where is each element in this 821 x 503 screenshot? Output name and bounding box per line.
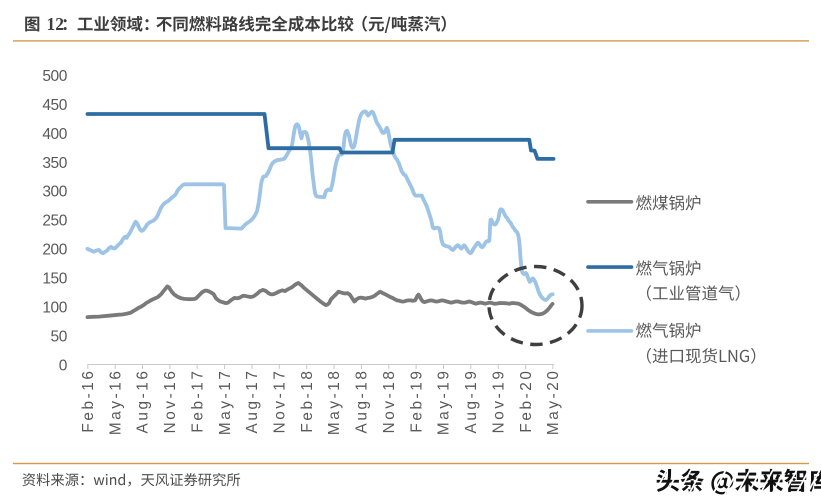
svg-text:150: 150: [42, 271, 67, 288]
svg-text:May-19: May-19: [436, 369, 453, 436]
svg-text:50: 50: [51, 328, 68, 345]
svg-text:300: 300: [42, 184, 67, 201]
svg-text:Aug-16: Aug-16: [135, 369, 152, 434]
svg-text:0: 0: [59, 357, 68, 374]
svg-text:100: 100: [42, 299, 67, 316]
svg-text:250: 250: [42, 213, 67, 230]
svg-text:12: 12: [47, 14, 65, 34]
svg-text:Nov-19: Nov-19: [490, 369, 507, 434]
svg-text:May-17: May-17: [217, 369, 234, 436]
svg-text:Nov-17: Nov-17: [272, 369, 289, 434]
svg-text:Feb-18: Feb-18: [299, 369, 316, 433]
svg-text:Aug-19: Aug-19: [463, 369, 480, 434]
svg-text:May-16: May-16: [107, 369, 124, 436]
svg-text:400: 400: [42, 126, 67, 143]
svg-text:Aug-18: Aug-18: [354, 369, 371, 434]
svg-text:Feb-20: Feb-20: [518, 369, 535, 433]
svg-text:May-18: May-18: [326, 369, 343, 436]
svg-text:Aug-17: Aug-17: [244, 369, 261, 434]
svg-text:Nov-16: Nov-16: [162, 369, 179, 434]
svg-text:350: 350: [42, 155, 67, 172]
svg-text:500: 500: [42, 68, 67, 85]
svg-text:Feb-16: Feb-16: [80, 369, 97, 433]
svg-text:Nov-18: Nov-18: [381, 369, 398, 434]
svg-text:May-20: May-20: [545, 369, 562, 436]
svg-text:Feb-17: Feb-17: [189, 369, 206, 433]
svg-text:Feb-19: Feb-19: [408, 369, 425, 433]
svg-text:200: 200: [42, 242, 67, 259]
svg-text:450: 450: [42, 97, 67, 114]
